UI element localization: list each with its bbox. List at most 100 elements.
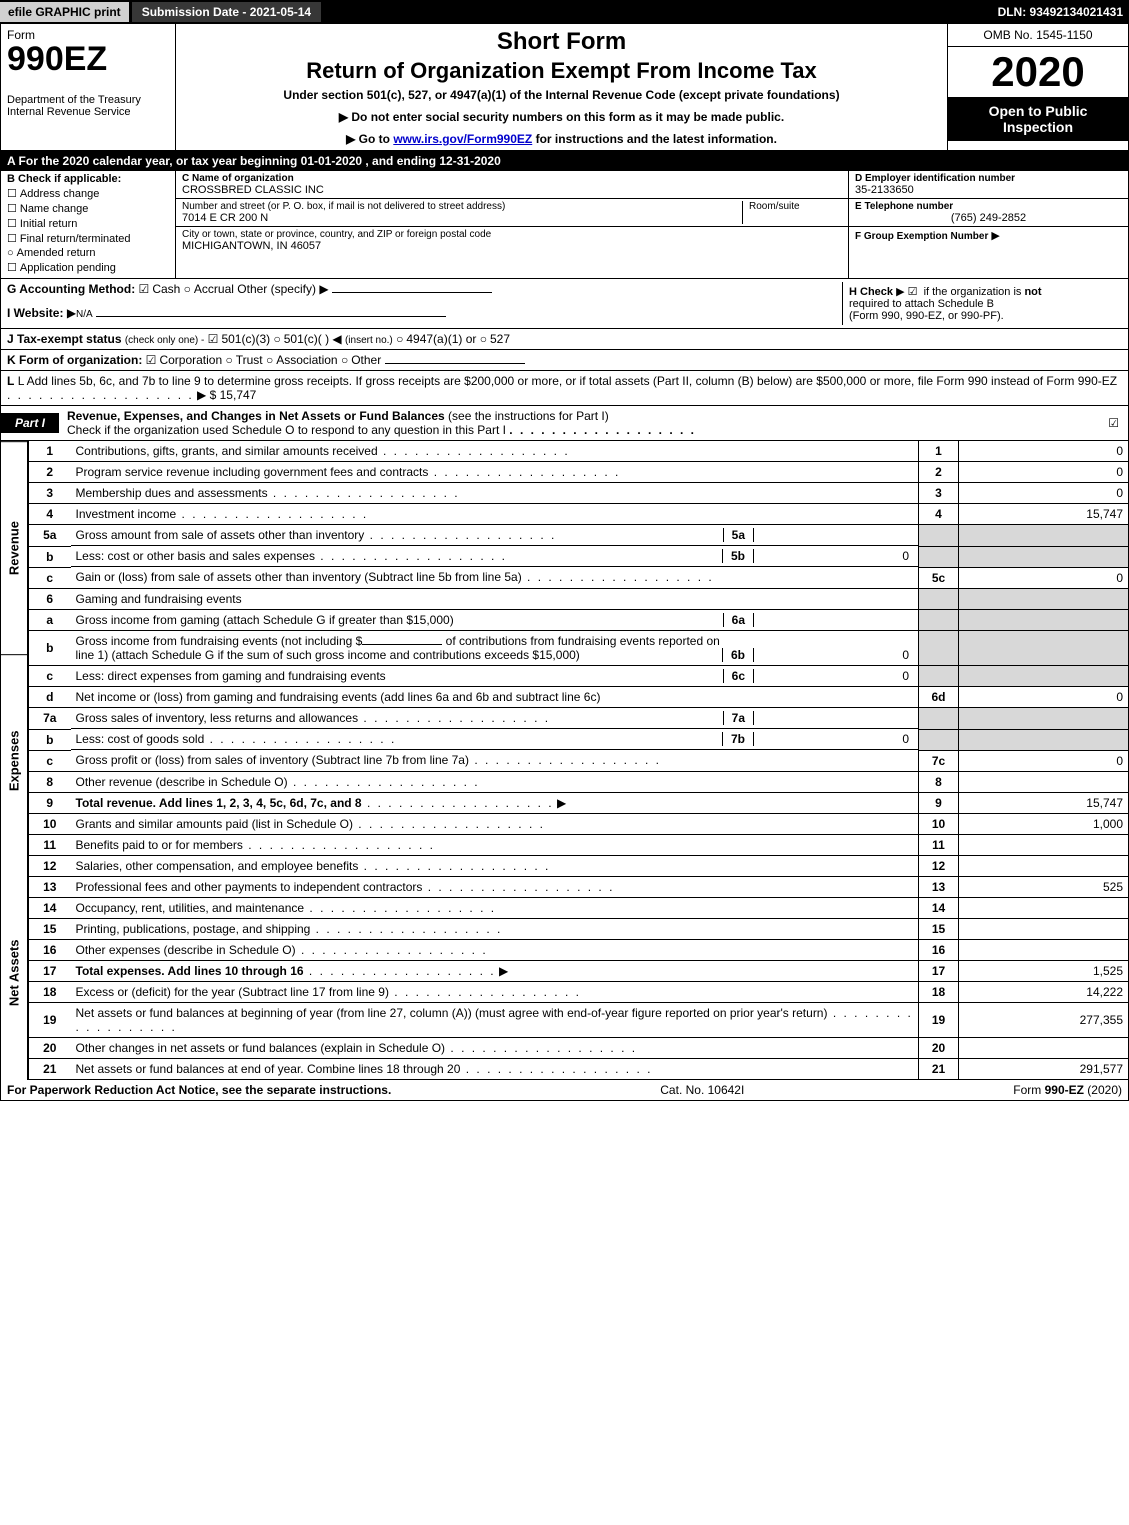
check-initial[interactable]: Initial return (7, 217, 169, 230)
f-label: F Group Exemption Number (855, 231, 988, 242)
h-text1: if the organization is (924, 286, 1025, 298)
j-row: J Tax-exempt status (check only one) - 5… (0, 329, 1129, 350)
line-desc: Total expenses. Add lines 10 through 16 (71, 960, 919, 981)
line-num: 9 (919, 792, 959, 813)
table-row: cLess: direct expenses from gaming and f… (29, 666, 1129, 687)
check-address[interactable]: Address change (7, 187, 169, 200)
irs-link[interactable]: www.irs.gov/Form990EZ (393, 132, 532, 146)
k-corp[interactable]: Corporation (146, 353, 222, 367)
h-check[interactable] (908, 286, 921, 298)
warn-line2-pre: Go to (359, 132, 394, 146)
table-row: dNet income or (loss) from gaming and fu… (29, 687, 1129, 708)
part1-check[interactable] (1102, 413, 1128, 433)
line-val (959, 855, 1129, 876)
h-not: not (1024, 286, 1041, 298)
street-label: Number and street (or P. O. box, if mail… (182, 201, 742, 212)
line-num (919, 546, 959, 567)
line-no: 7a (29, 708, 71, 730)
j-527[interactable]: 527 (480, 332, 510, 346)
k-other-line (385, 363, 525, 364)
side-revenue: Revenue (1, 441, 27, 654)
line-val: 1,000 (959, 814, 1129, 835)
check-final[interactable]: Final return/terminated (7, 232, 169, 245)
line-val (959, 918, 1129, 939)
line-val (959, 609, 1129, 631)
j-501c3[interactable]: 501(c)(3) (208, 332, 270, 346)
sub-val: 0 (753, 669, 913, 683)
table-row: 5aGross amount from sale of assets other… (29, 525, 1129, 547)
line-num (919, 729, 959, 750)
group-cell: F Group Exemption Number (849, 227, 1128, 244)
line-num: 17 (919, 960, 959, 981)
check-label: B Check if applicable: (7, 173, 169, 185)
line-no: 4 (29, 504, 71, 525)
line-val: 1,525 (959, 960, 1129, 981)
line-desc: Contributions, gifts, grants, and simila… (71, 441, 919, 462)
sub-no: 5b (722, 549, 753, 563)
line-val: 0 (959, 462, 1129, 483)
sub-val: 0 (753, 732, 913, 746)
k-trust[interactable]: Trust (225, 353, 262, 367)
line-desc: Membership dues and assessments (71, 483, 919, 504)
side-col: Revenue Expenses Net Assets (1, 441, 28, 1080)
k-row: K Form of organization: Corporation Trus… (0, 350, 1129, 371)
line-desc: Less: cost of goods sold7b0 (71, 729, 919, 750)
line-no: 3 (29, 483, 71, 504)
line-num: 7c (919, 750, 959, 771)
tax-year: 2020 (948, 47, 1128, 97)
e-label: E Telephone number (855, 201, 1122, 212)
table-row: bGross income from fundraising events (n… (29, 631, 1129, 666)
arrow-icon (896, 286, 904, 298)
dln-label: DLN: 93492134021431 (998, 5, 1129, 19)
i-val: N/A (76, 309, 93, 320)
h-text3: (Form 990, 990-EZ, or 990-PF). (849, 310, 1004, 322)
line-num: 18 (919, 982, 959, 1003)
g-accrual[interactable]: Accrual (184, 282, 234, 296)
k-assoc[interactable]: Association (266, 353, 338, 367)
j-4947[interactable]: 4947(a)(1) or (396, 332, 476, 346)
line-num: 10 (919, 814, 959, 835)
line-no: 6 (29, 588, 71, 609)
city-label: City or town, state or province, country… (182, 229, 842, 240)
website-line (96, 316, 446, 317)
sub-no: 6c (723, 669, 753, 683)
form-box: Form 990EZ Department of the Treasury In… (1, 24, 176, 150)
line-desc: Other expenses (describe in Schedule O) (71, 939, 919, 960)
line-no: 1 (29, 441, 71, 462)
table-row: 11Benefits paid to or for members11 (29, 834, 1129, 855)
j-501c[interactable]: 501(c)( ) (273, 332, 329, 346)
table-row: 1Contributions, gifts, grants, and simil… (29, 441, 1129, 462)
line-no: c (29, 567, 71, 588)
table-row: 18Excess or (deficit) for the year (Subt… (29, 982, 1129, 1003)
k-other[interactable]: Other (341, 353, 381, 367)
city-val: MICHIGANTOWN, IN 46057 (182, 240, 842, 252)
dept-line2: Internal Revenue Service (7, 106, 169, 118)
side-expenses: Expenses (1, 654, 27, 867)
line-desc: Total revenue. Add lines 1, 2, 3, 4, 5c,… (71, 792, 919, 813)
check-amended[interactable]: Amended return (7, 247, 169, 259)
line-num: 11 (919, 834, 959, 855)
form-number: 990EZ (7, 42, 169, 76)
line-no: d (29, 687, 71, 708)
line-desc: Excess or (deficit) for the year (Subtra… (71, 982, 919, 1003)
check-name[interactable]: Name change (7, 202, 169, 215)
check-pending[interactable]: Application pending (7, 261, 169, 274)
line-num: 19 (919, 1002, 959, 1037)
right-info-col: D Employer identification number 35-2133… (848, 171, 1128, 278)
table-row: cGain or (loss) from sale of assets othe… (29, 567, 1129, 588)
line-no: a (29, 609, 71, 631)
part1-title: Revenue, Expenses, and Changes in Net As… (59, 406, 1102, 440)
g-cash[interactable]: Cash (139, 282, 181, 296)
line-no: 14 (29, 897, 71, 918)
line-val (959, 666, 1129, 687)
part1-tab: Part I (1, 413, 59, 433)
line-num (919, 708, 959, 730)
table-row: 15Printing, publications, postage, and s… (29, 918, 1129, 939)
part1-sub: Check if the organization used Schedule … (67, 423, 506, 437)
line-desc: Gross profit or (loss) from sales of inv… (71, 750, 919, 771)
line-no: 5a (29, 525, 71, 547)
org-name: CROSSBRED CLASSIC INC (182, 184, 842, 196)
line-no: 18 (29, 982, 71, 1003)
line-desc: Benefits paid to or for members (71, 834, 919, 855)
sub-no: 6b (722, 648, 753, 662)
